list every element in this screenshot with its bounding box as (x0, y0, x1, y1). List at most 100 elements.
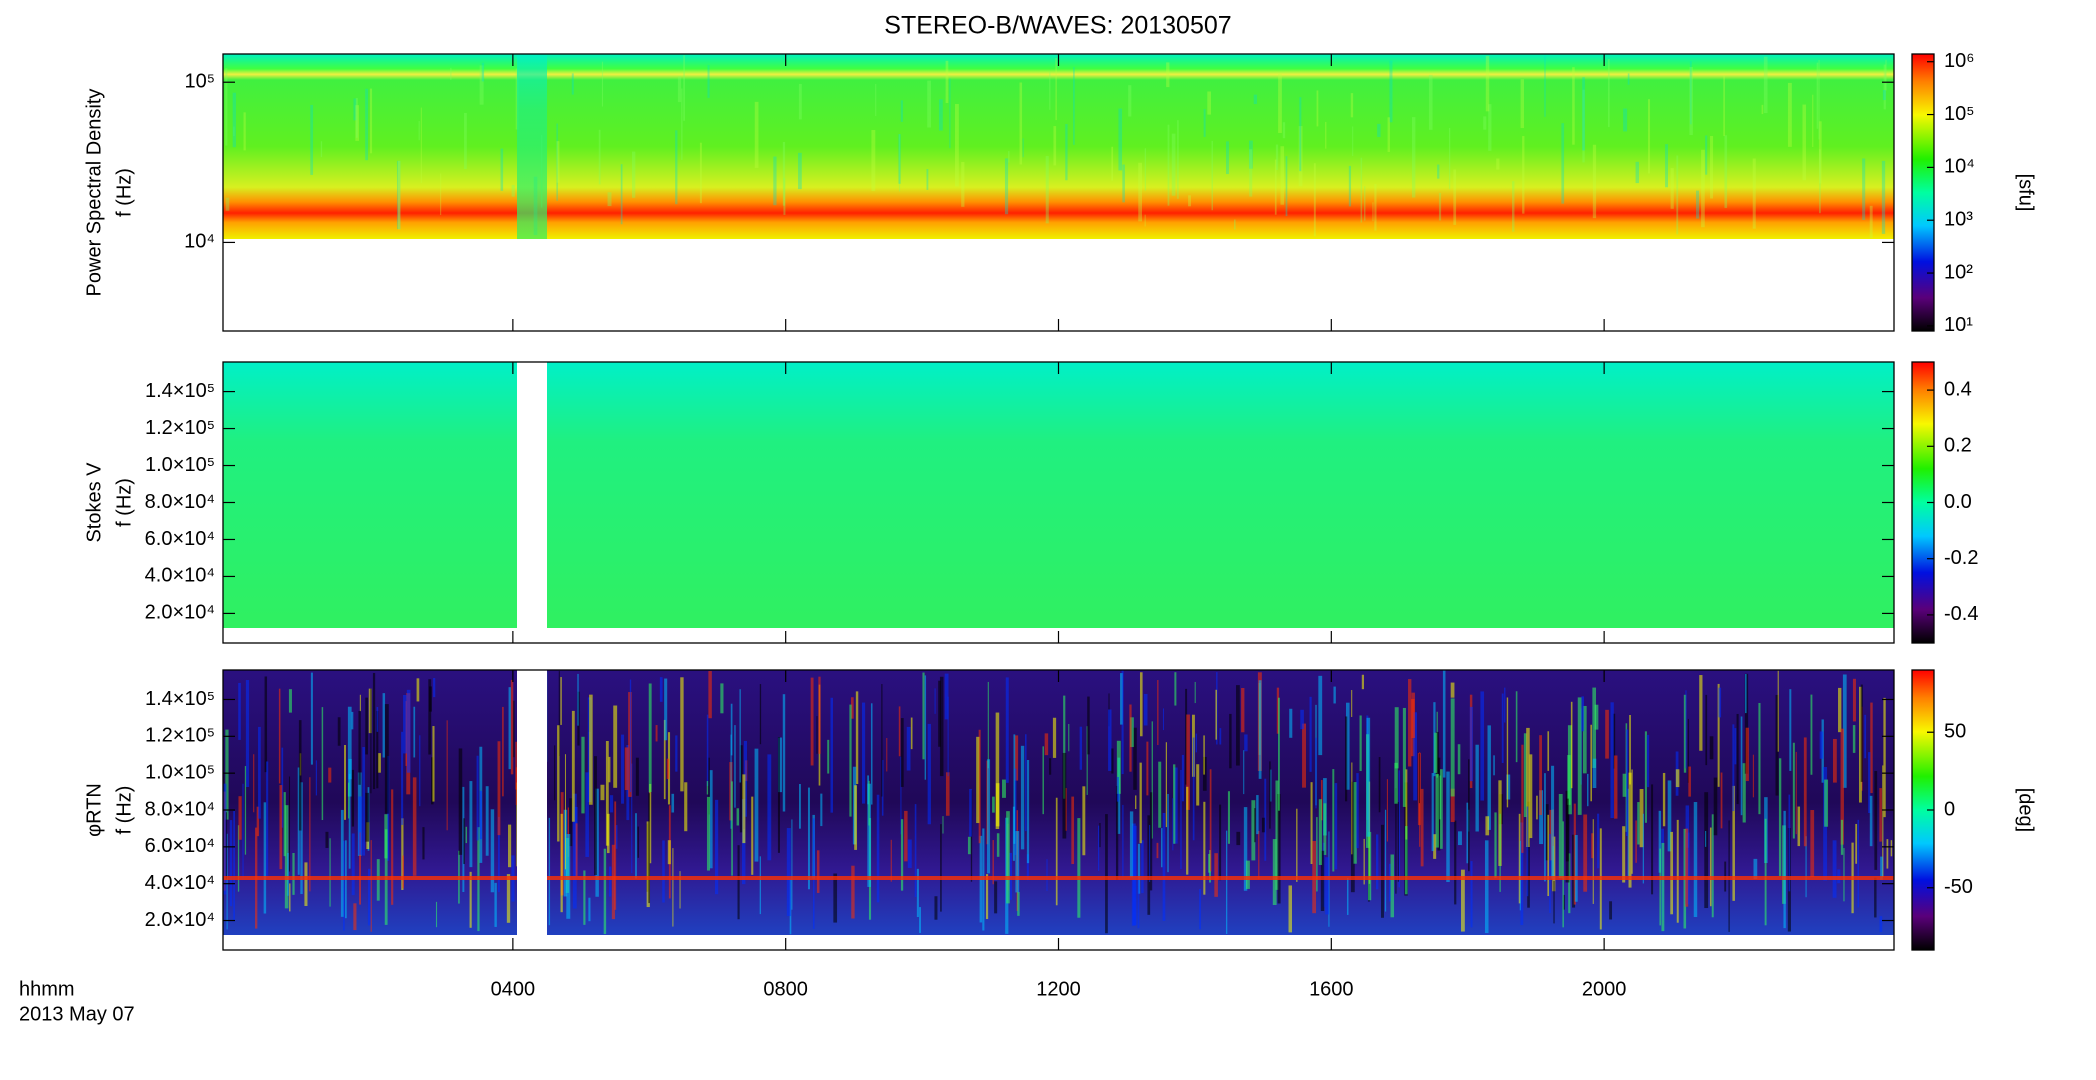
spectrogram-texture (401, 731, 404, 825)
spectrogram-texture (1333, 686, 1336, 704)
spectrogram-texture (343, 840, 345, 931)
spectrogram-texture (907, 839, 912, 868)
spectrogram-texture (1637, 802, 1640, 845)
spectrogram-texture (876, 794, 880, 903)
spectrogram-texture (340, 809, 344, 917)
spectrogram-texture (1880, 856, 1883, 880)
spectrogram-texture (1014, 735, 1019, 781)
spectrogram-texture (1718, 687, 1722, 718)
spectrogram-texture (1450, 682, 1455, 698)
spectrogram-texture (1151, 721, 1153, 839)
spectrogram-texture (734, 725, 736, 808)
spectrogram-texture (992, 840, 994, 885)
spectrogram-texture (1549, 833, 1551, 913)
spectrogram-texture (1732, 724, 1735, 812)
spectrogram-texture (1461, 869, 1465, 932)
spectrogram-texture (406, 689, 411, 773)
spectrogram-texture (1144, 214, 1146, 227)
spectrogram-texture (1487, 725, 1491, 830)
spectrogram-texture (1063, 695, 1066, 799)
spectrogram-texture (1418, 753, 1420, 804)
spectrogram-texture (1670, 831, 1674, 915)
spectrogram-texture (433, 678, 436, 698)
spectrogram-texture (1149, 792, 1153, 891)
spectrogram-texture (588, 897, 591, 922)
spectrogram-texture (1211, 140, 1213, 211)
spectrogram-texture (242, 783, 244, 880)
spectrogram-texture (1015, 831, 1020, 893)
spectrogram-texture (1296, 808, 1298, 882)
spectrogram-texture (1547, 814, 1550, 897)
spectrogram-texture (479, 65, 484, 105)
spectrogram-texture (497, 816, 500, 893)
spectrogram-texture (637, 826, 640, 858)
spectrogram-texture (1874, 771, 1878, 870)
spectrogram-texture (992, 796, 995, 813)
spectrogram-texture (683, 55, 685, 121)
spectrogram-texture (870, 703, 873, 805)
spectrogram-texture (1744, 673, 1747, 714)
spectrogram-texture (1797, 806, 1801, 847)
spectrogram-texture (1086, 726, 1088, 795)
spectrogram-texture (1685, 690, 1687, 769)
spectrogram-texture (511, 184, 515, 197)
spectrogram-texture (396, 160, 401, 230)
spectrogram-texture (278, 688, 281, 784)
spectrogram-texture (1818, 59, 1820, 140)
spectrogram-texture (1397, 802, 1399, 882)
spectrogram-texture (906, 726, 911, 771)
spectrogram-texture (1521, 744, 1524, 853)
spectrogram-texture (1501, 693, 1504, 763)
spectrogram-texture (432, 726, 435, 802)
spectrogram-texture (1388, 863, 1391, 902)
spectrogram-texture (1587, 773, 1589, 807)
spectrogram-texture (1622, 773, 1627, 797)
spectrogram-texture (1549, 809, 1553, 861)
spectrogram-texture (608, 756, 611, 783)
spectrogram-texture (1676, 155, 1679, 235)
spectrogram-texture (681, 88, 683, 160)
spectrogram-texture (1553, 880, 1555, 924)
spectrogram-texture (1803, 737, 1807, 847)
y-tick-label: 1.4×10⁵ (145, 380, 215, 402)
spectrogram-texture (244, 766, 247, 855)
spectrogram-texture (1545, 804, 1549, 861)
spectrogram-texture (1859, 686, 1862, 803)
x-tick-label: 1200 (1036, 978, 1081, 1000)
spectrogram-texture (1352, 126, 1354, 157)
spectrogram-texture (1506, 774, 1511, 800)
spectrogram-texture (731, 781, 733, 876)
spectrogram-texture (1454, 820, 1457, 905)
spectrogram-texture (1166, 62, 1170, 88)
x-tick-label: 1600 (1309, 978, 1354, 1000)
spectrogram-texture (1787, 82, 1792, 147)
colorbar-tick-label: 50 (1944, 721, 1966, 743)
spectrogram (223, 362, 1894, 628)
spectrogram-texture (1506, 697, 1509, 808)
spectrogram-texture (1171, 133, 1176, 196)
spectrogram-texture (1685, 805, 1690, 848)
spectrogram-texture (479, 790, 482, 840)
spectrogram-texture (1705, 694, 1708, 766)
spectrogram-texture (258, 726, 261, 819)
spectrogram-texture (1229, 713, 1232, 769)
spectrogram-texture (1411, 692, 1415, 739)
spectrogram-texture (1209, 769, 1212, 872)
spectrogram-texture (1736, 713, 1739, 805)
spectrogram-texture (739, 745, 743, 833)
spectrogram-texture (589, 694, 593, 805)
spectrogram-texture (1243, 807, 1248, 891)
spectrogram-texture (418, 120, 420, 141)
spectrogram-texture (315, 760, 317, 796)
spectrogram-texture (854, 785, 858, 850)
spectrogram-texture (1646, 734, 1650, 788)
spectrogram-texture (709, 770, 713, 869)
spectrogram-texture (1457, 744, 1461, 775)
spectrogram-texture (1628, 772, 1632, 888)
spectrogram-texture (1852, 725, 1856, 753)
spectrogram-texture (1420, 788, 1424, 867)
spectrogram-texture (1597, 813, 1600, 869)
spectrogram-texture (237, 825, 240, 892)
colorbar-title: [sfu] (2015, 174, 2037, 212)
spectrogram-texture (1186, 786, 1189, 875)
